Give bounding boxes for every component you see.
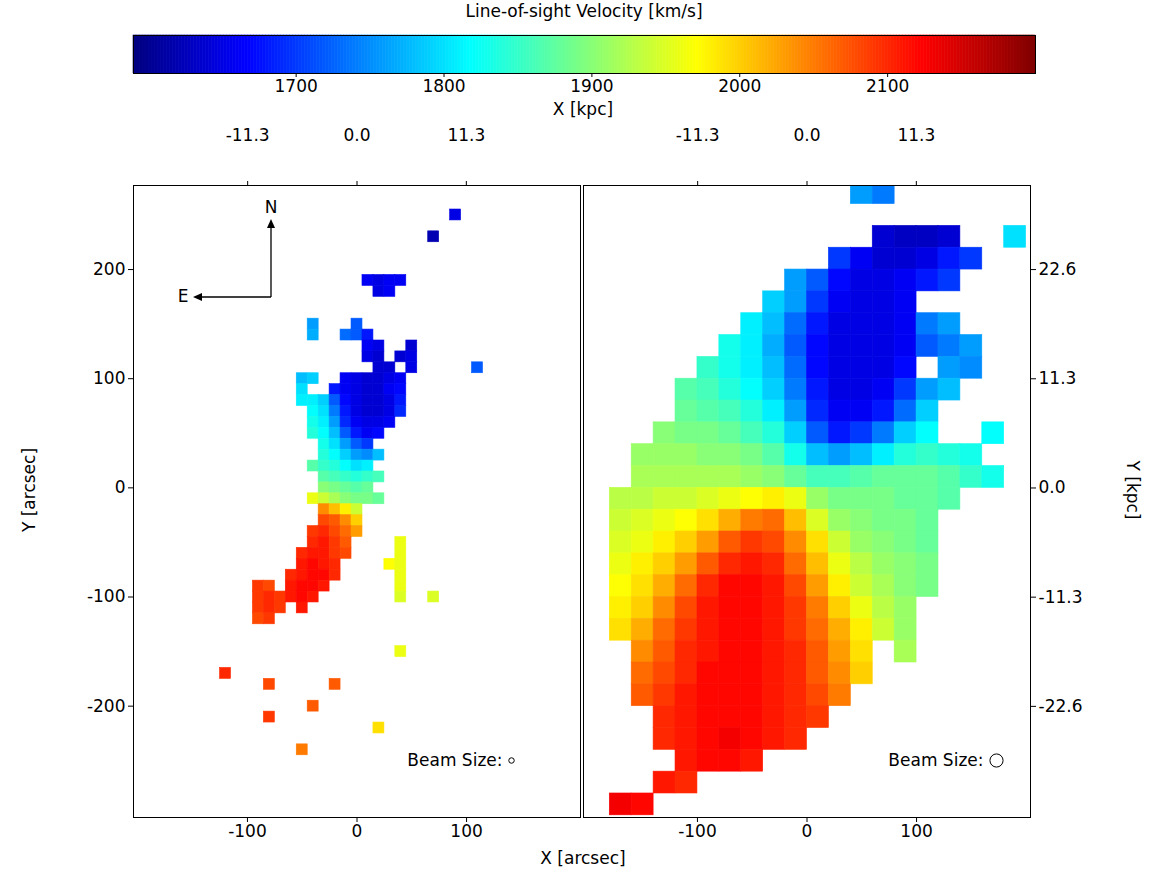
svg-text:-11.3: -11.3 [676, 125, 720, 145]
svg-text:-100: -100 [87, 586, 126, 606]
svg-text:X [arcsec]: X [arcsec] [540, 848, 625, 868]
svg-text:0: 0 [115, 477, 126, 497]
svg-text:11.3: 11.3 [447, 125, 485, 145]
svg-text:N: N [265, 197, 278, 217]
svg-text:-100: -100 [228, 821, 267, 841]
svg-text:E: E [178, 286, 189, 306]
svg-text:100: 100 [93, 368, 125, 388]
svg-text:200: 200 [93, 259, 125, 279]
svg-text:2000: 2000 [718, 76, 761, 96]
svg-text:11.3: 11.3 [897, 125, 935, 145]
svg-text:0: 0 [352, 821, 363, 841]
svg-text:1700: 1700 [275, 76, 318, 96]
svg-text:-11.3: -11.3 [1039, 587, 1083, 607]
svg-text:0.0: 0.0 [343, 125, 370, 145]
svg-text:Y [kpc]: Y [kpc] [1123, 459, 1143, 519]
svg-text:1900: 1900 [570, 76, 613, 96]
svg-text:Beam Size:: Beam Size: [888, 750, 983, 770]
svg-text:100: 100 [900, 821, 932, 841]
svg-text:22.6: 22.6 [1039, 259, 1077, 279]
svg-text:-11.3: -11.3 [226, 125, 270, 145]
svg-text:1800: 1800 [422, 76, 465, 96]
svg-text:Y [arcsec]: Y [arcsec] [19, 448, 39, 533]
svg-text:Beam Size:: Beam Size: [407, 750, 502, 770]
svg-text:-100: -100 [678, 821, 717, 841]
svg-text:100: 100 [450, 821, 482, 841]
svg-text:Line-of-sight Velocity [km/s]: Line-of-sight Velocity [km/s] [465, 1, 702, 21]
svg-text:2100: 2100 [866, 76, 909, 96]
svg-text:0.0: 0.0 [793, 125, 820, 145]
svg-text:X [kpc]: X [kpc] [553, 99, 613, 119]
svg-text:-200: -200 [87, 696, 126, 716]
svg-text:0: 0 [802, 821, 813, 841]
svg-text:11.3: 11.3 [1039, 368, 1077, 388]
svg-text:0.0: 0.0 [1039, 477, 1066, 497]
svg-text:-22.6: -22.6 [1039, 696, 1083, 716]
